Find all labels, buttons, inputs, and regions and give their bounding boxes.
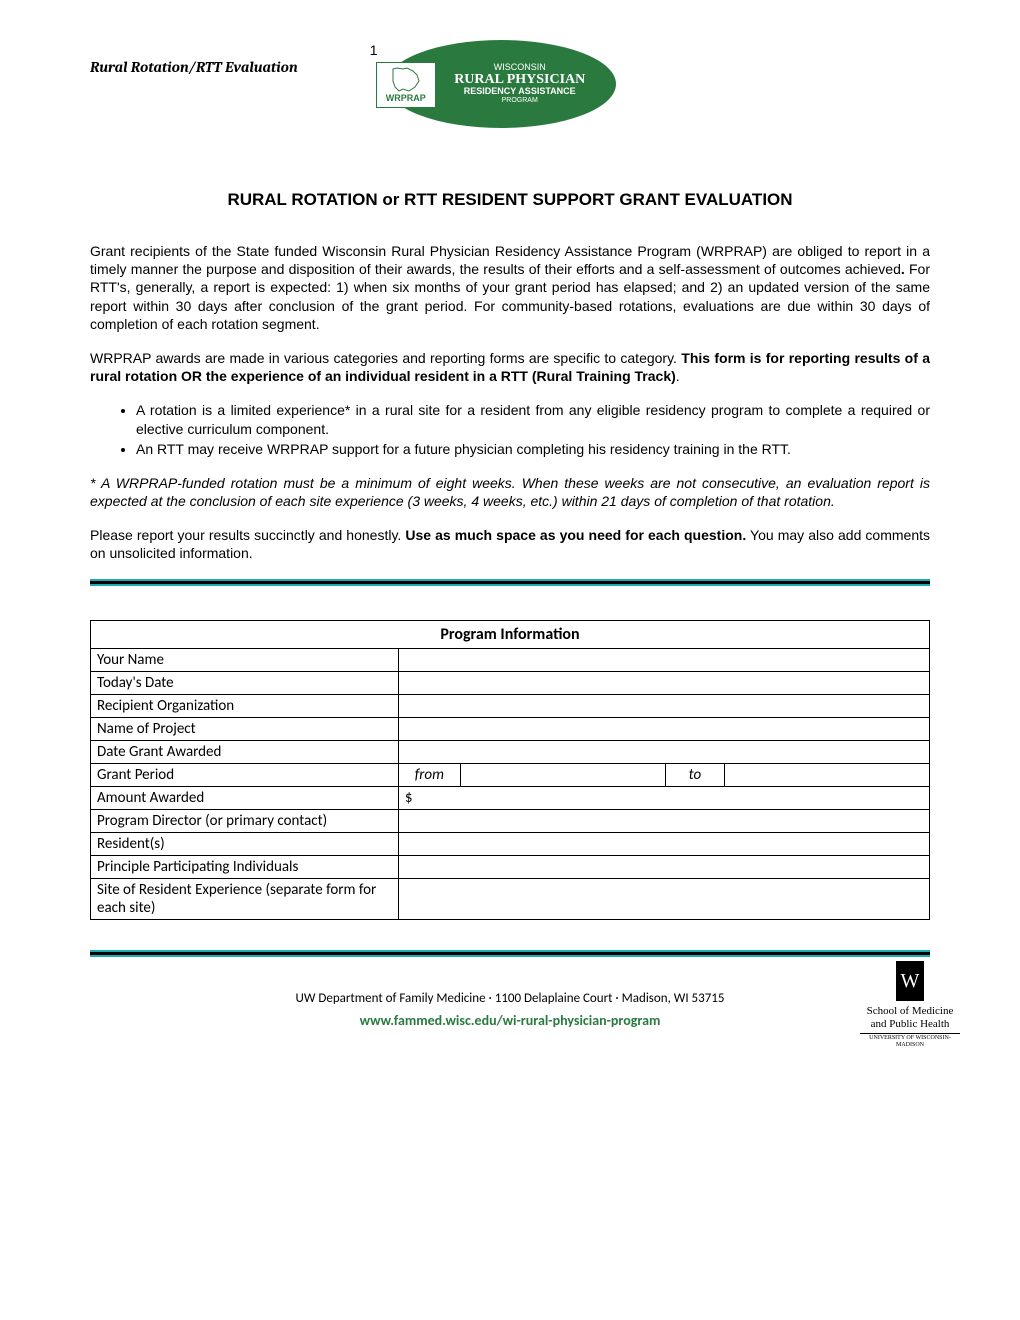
to-field[interactable] [724, 763, 929, 786]
table-row: Date Grant Awarded [91, 740, 930, 763]
row-label: Recipient Organization [91, 694, 399, 717]
p2-text-a: WRPRAP awards are made in various catego… [90, 350, 681, 366]
amount-field[interactable]: $ [398, 786, 929, 809]
table-row: Principle Participating Individuals [91, 855, 930, 878]
page-number: 1 [370, 42, 378, 58]
row-label: Today's Date [91, 671, 399, 694]
from-label: from [398, 763, 460, 786]
logo-state-icon: WRPRAP [376, 62, 436, 108]
uw-logo-line2: and Public Health [860, 1018, 960, 1031]
recipient-field[interactable] [398, 694, 929, 717]
project-field[interactable] [398, 717, 929, 740]
uw-logo-sub: UNIVERSITY OF WISCONSIN-MADISON [860, 1033, 960, 1049]
date-field[interactable] [398, 671, 929, 694]
table-row: Your Name [91, 648, 930, 671]
table-row: Grant Period from to [91, 763, 930, 786]
logo-sub: RESIDENCY ASSISTANCE [464, 87, 576, 97]
intro-para-3: Please report your results succinctly an… [90, 526, 930, 562]
page-title: RURAL ROTATION or RTT RESIDENT SUPPORT G… [90, 190, 930, 210]
name-field[interactable] [398, 648, 929, 671]
director-b: or primary contact [210, 812, 323, 830]
p3-text-a: Please report your results succinctly an… [90, 527, 405, 543]
row-label: Principle Participating Individuals [91, 855, 399, 878]
divider [90, 950, 930, 957]
principle-field[interactable] [398, 855, 929, 878]
director-a: Program Director ( [97, 812, 210, 830]
table-row: Resident(s) [91, 832, 930, 855]
row-label: Resident(s) [91, 832, 399, 855]
director-field[interactable] [398, 809, 929, 832]
table-row: Program Director (or primary contact) [91, 809, 930, 832]
from-field[interactable] [460, 763, 665, 786]
uw-logo-line1: School of Medicine [860, 1005, 960, 1018]
row-label: Your Name [91, 648, 399, 671]
footer-url: www.fammed.wisc.edu/wi-rural-physician-p… [90, 1012, 930, 1029]
row-label: Amount Awarded [91, 786, 399, 809]
bullet-list: A rotation is a limited experience* in a… [136, 401, 930, 458]
row-label: Date Grant Awarded [91, 740, 399, 763]
document-header: Rural Rotation/RTT Evaluation WISCONSIN … [90, 40, 930, 130]
footer-address: UW Department of Family Medicine · 1100 … [90, 991, 930, 1006]
program-info-table: Program Information Your Name Today's Da… [90, 620, 930, 920]
row-label: Program Director (or primary contact) [91, 809, 399, 832]
bullet-item: A rotation is a limited experience* in a… [136, 401, 930, 437]
table-row: Name of Project [91, 717, 930, 740]
uw-logo: W School of Medicine and Public Health U… [860, 961, 960, 1050]
footnote: * A WRPRAP-funded rotation must be a min… [90, 474, 930, 510]
logo-main: RURAL PHYSICIAN [454, 73, 585, 87]
to-label: to [666, 763, 725, 786]
table-row: Site of Resident Experience (separate fo… [91, 878, 930, 919]
bullet-item: An RTT may receive WRPRAP support for a … [136, 440, 930, 458]
intro-para-1: Grant recipients of the State funded Wis… [90, 242, 930, 333]
wrprap-logo: WISCONSIN RURAL PHYSICIAN RESIDENCY ASSI… [358, 40, 618, 130]
table-row: Amount Awarded$ [91, 786, 930, 809]
page-footer: UW Department of Family Medicine · 1100 … [90, 991, 930, 1029]
logo-abbrev: WRPRAP [386, 93, 426, 103]
site-field[interactable] [398, 878, 929, 919]
table-row: Today's Date [91, 671, 930, 694]
row-label: Grant Period [91, 763, 399, 786]
p1-text-a: Grant recipients of the State funded Wis… [90, 243, 930, 277]
row-label: Name of Project [91, 717, 399, 740]
awarded-field[interactable] [398, 740, 929, 763]
uw-logo-letter: W [896, 961, 924, 1001]
table-row: Recipient Organization [91, 694, 930, 717]
header-doc-title: Rural Rotation/RTT Evaluation [90, 40, 298, 76]
director-c: ) [323, 812, 328, 830]
p3-bold: Use as much space as you need for each q… [405, 527, 746, 543]
residents-field[interactable] [398, 832, 929, 855]
p2-text-c: . [676, 368, 680, 384]
divider [90, 579, 930, 586]
logo-program: PROGRAM [502, 97, 538, 105]
intro-para-2: WRPRAP awards are made in various catego… [90, 349, 930, 385]
row-label: Site of Resident Experience (separate fo… [91, 878, 399, 919]
table-header: Program Information [91, 620, 930, 648]
